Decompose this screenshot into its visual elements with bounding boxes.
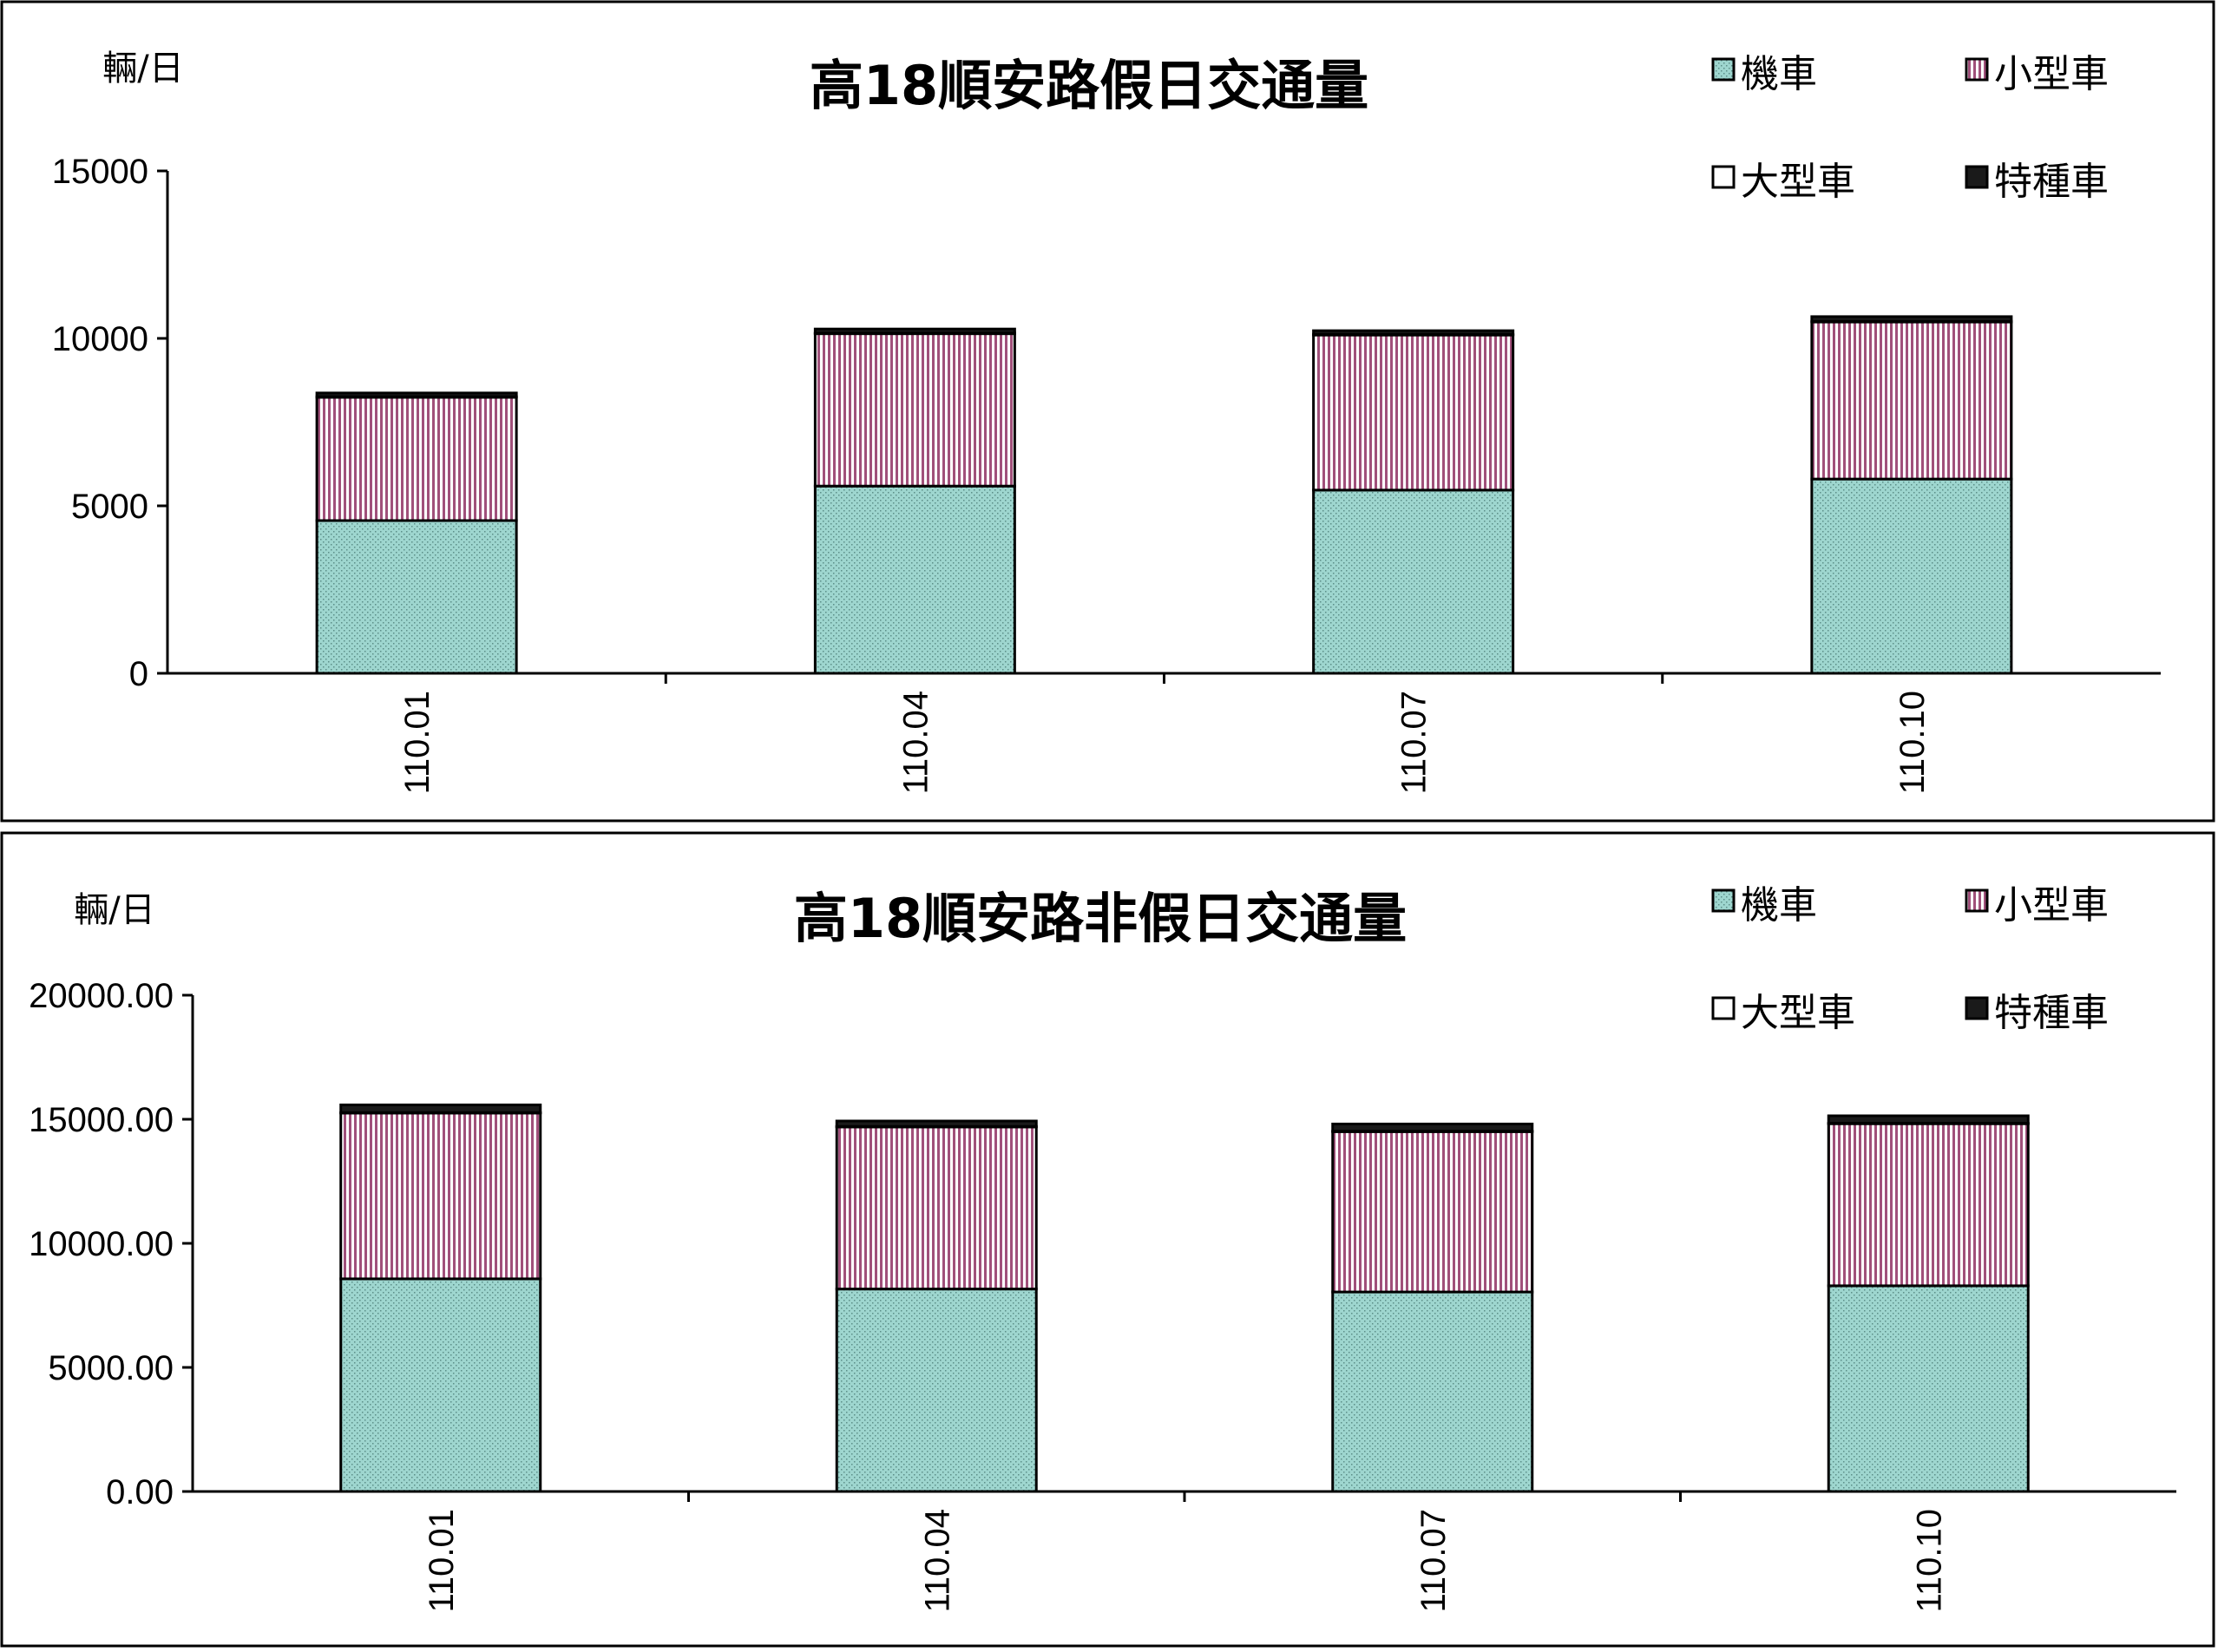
bar-motorcycle <box>339 1277 542 1493</box>
chart-title: 高18順安路非假日交通量 <box>794 887 1407 950</box>
x-tick-label: 110.07 <box>1414 1509 1453 1612</box>
legend-swatch <box>1965 888 1989 913</box>
legend-label: 特種車 <box>1994 160 2109 204</box>
x-tick-label: 110.10 <box>1893 691 1932 794</box>
holiday-traffic-chart: 高18順安路假日交通量 輛/日 0 5000 10000 15000 110.01 110… <box>0 0 2215 823</box>
y-tick-label: 15000.00 <box>29 1101 174 1139</box>
bar-small-car <box>339 1111 542 1281</box>
bar-special-car <box>813 327 1016 335</box>
legend-swatch <box>1965 57 1989 82</box>
plot-area: 0.00 5000.00 10000.00 15000.00 20000.00 110.0… <box>29 977 2176 1612</box>
y-tick-label: 20000.00 <box>29 977 174 1015</box>
legend-swatch <box>1965 165 1989 189</box>
bar-small-car <box>1810 320 2013 481</box>
bar-small-car <box>813 332 1016 488</box>
legend-label: 大型車 <box>1741 160 1855 204</box>
plot-area: 0 5000 10000 15000 110.01 110.04 110.07 110.10 <box>52 153 2161 794</box>
legend-label: 小型車 <box>1994 52 2109 96</box>
bar-special-car <box>1827 1114 2030 1125</box>
y-tick-label: 15000 <box>52 153 148 191</box>
bar-motorcycle <box>1331 1290 1534 1493</box>
bar-special-car <box>1810 315 2013 323</box>
x-tick-label: 110.01 <box>423 1509 461 1612</box>
legend-swatch <box>1711 57 1736 82</box>
y-tick-label: 0.00 <box>106 1473 174 1511</box>
bar-motorcycle <box>813 484 1016 675</box>
bar-motorcycle <box>835 1288 1038 1493</box>
bar-motorcycle <box>1312 488 1515 675</box>
chart-title: 高18順安路假日交通量 <box>810 54 1368 117</box>
y-tick-label: 10000 <box>52 320 148 358</box>
bar-special-car <box>315 391 518 398</box>
bar-special-car <box>339 1103 542 1114</box>
x-tick-label: 110.04 <box>896 691 935 794</box>
bar-special-car <box>835 1119 1038 1128</box>
y-tick-label: 0 <box>129 655 148 693</box>
x-tick-label: 110.10 <box>1910 1509 1948 1612</box>
unit-label: 輛/日 <box>102 49 183 88</box>
bar-small-car <box>1312 333 1515 492</box>
bar-small-car <box>1331 1130 1534 1294</box>
x-tick-label: 110.07 <box>1395 691 1434 794</box>
x-tick-label: 110.04 <box>918 1509 956 1612</box>
legend-label: 機車 <box>1741 883 1817 928</box>
bar-special-car <box>1312 329 1515 336</box>
unit-label: 輛/日 <box>74 890 154 930</box>
legend-swatch <box>1965 996 1989 1020</box>
bar-small-car <box>835 1125 1038 1291</box>
legend-label: 機車 <box>1741 52 1817 96</box>
legend-label: 大型車 <box>1741 991 1855 1035</box>
weekday-traffic-chart: 高18順安路非假日交通量 輛/日 0.00 5000.00 10000.00 1500… <box>0 831 2215 1648</box>
bar-small-car <box>1827 1122 2030 1288</box>
legend-swatch <box>1711 996 1736 1020</box>
x-tick-label: 110.01 <box>398 691 436 794</box>
legend-label: 特種車 <box>1994 991 2109 1035</box>
bar-motorcycle <box>1810 477 2013 675</box>
y-tick-label: 5000 <box>71 488 148 526</box>
y-tick-label: 10000.00 <box>29 1225 174 1263</box>
bar-motorcycle <box>1827 1284 2030 1493</box>
legend-swatch <box>1711 165 1736 189</box>
legend-label: 小型車 <box>1994 883 2109 928</box>
y-tick-label: 5000.00 <box>48 1349 174 1387</box>
bar-motorcycle <box>315 519 518 675</box>
legend-swatch <box>1711 888 1736 913</box>
bar-special-car <box>1331 1122 1534 1133</box>
bar-small-car <box>315 396 518 522</box>
